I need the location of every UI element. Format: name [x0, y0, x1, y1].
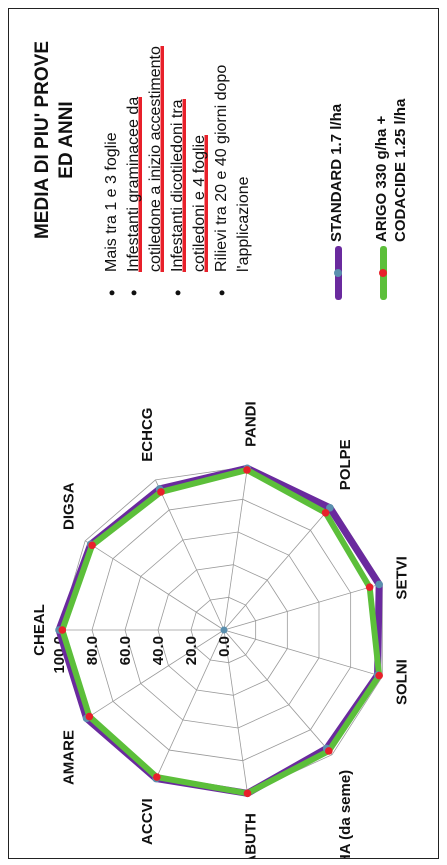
- data-point: [243, 789, 252, 798]
- chart-frame: 0.0 20.0 40.0 60.0 80.0 100.0 CHEAL DIGSA ECHCG P…: [8, 8, 439, 859]
- category-label: SOLNI: [394, 659, 411, 705]
- tick-label: 0.0: [216, 636, 233, 657]
- grid-spoke: [223, 505, 333, 631]
- grid-ring: [157, 564, 288, 696]
- note-text: Mais tra 1 e 3 foglie: [103, 132, 120, 272]
- category-label: PANDI: [242, 401, 259, 447]
- legend-item: STANDARD 1.7 l/ha: [327, 15, 346, 300]
- data-point: [153, 773, 161, 781]
- grid-ring: [190, 596, 257, 664]
- legend-label: ARIGO 330 g/ha + CODACIDE 1.25 l/ha: [373, 98, 409, 242]
- grid-spoke: [84, 629, 225, 720]
- series-line: [59, 466, 383, 797]
- category-label: ABUTH: [242, 813, 259, 859]
- data-point: [375, 580, 383, 589]
- chart-title: MEDIA DI PIU' PROVE ED ANNI: [32, 40, 77, 240]
- data-point: [85, 712, 94, 721]
- note-item: Infestanti graminacee da cotiledone a in…: [123, 30, 167, 300]
- tick-label: 40.0: [150, 636, 167, 665]
- note-text: Infestanti graminacee da cotiledone a in…: [125, 46, 164, 272]
- category-label: SETVI: [394, 556, 411, 599]
- note-item: Rilievi tra 20 e 40 giorni dopo l'applic…: [211, 30, 255, 300]
- category-label: SORHA (da seme): [337, 770, 354, 859]
- data-point: [58, 626, 67, 634]
- legend-item: ARIGO 330 g/ha + CODACIDE 1.25 l/ha: [372, 15, 410, 300]
- tick-label: 60.0: [117, 636, 134, 665]
- center-marker: [220, 626, 228, 634]
- category-label: AMARE: [60, 730, 77, 785]
- legend-label: STANDARD 1.7 l/ha: [328, 103, 345, 242]
- category-label: POLPE: [337, 439, 354, 490]
- data-point: [326, 503, 334, 512]
- tick-label: 20.0: [183, 636, 200, 665]
- data-point: [88, 541, 96, 550]
- data-point: [157, 488, 165, 496]
- data-point: [365, 583, 374, 592]
- grid-spoke: [155, 629, 225, 781]
- grid-ring: [91, 498, 352, 762]
- grid-spoke: [223, 466, 248, 631]
- notes-list: Mais tra 1 e 3 foglie Infestanti graminac…: [101, 30, 255, 300]
- note-text: Infestanti dicotiledoni tra cotiledoni e…: [169, 99, 208, 272]
- data-point: [243, 466, 251, 474]
- note-item: Infestanti dicotiledoni tra cotiledoni e…: [167, 30, 211, 300]
- category-label: CHEAL: [31, 604, 48, 656]
- grid-spoke: [223, 629, 248, 794]
- legend-swatch: [376, 246, 390, 300]
- note-text: Rilievi tra 20 e 40 giorni dopo l'applic…: [213, 64, 252, 272]
- data-point: [325, 747, 333, 755]
- category-label: ECHCG: [139, 408, 156, 462]
- grid-spoke: [223, 629, 383, 677]
- category-label: ACCVI: [139, 798, 156, 845]
- category-label: DIGSA: [60, 482, 77, 530]
- grid-spoke: [223, 629, 333, 755]
- tick-label: 80.0: [84, 636, 101, 665]
- data-point: [375, 671, 383, 680]
- legend: STANDARD 1.7 l/ha ARIGO 330 g/ha + CODACI…: [327, 15, 436, 300]
- grid-spoke: [155, 479, 225, 631]
- grid-spoke: [84, 540, 225, 631]
- note-item: Mais tra 1 e 3 foglie: [101, 30, 123, 300]
- legend-swatch: [331, 246, 345, 300]
- grid-spoke: [223, 583, 383, 631]
- rotated-canvas: 0.0 20.0 40.0 60.0 80.0 100.0 CHEAL DIGSA ECHCG P…: [9, 9, 438, 859]
- grid-ring: [124, 531, 320, 729]
- data-point: [321, 508, 330, 517]
